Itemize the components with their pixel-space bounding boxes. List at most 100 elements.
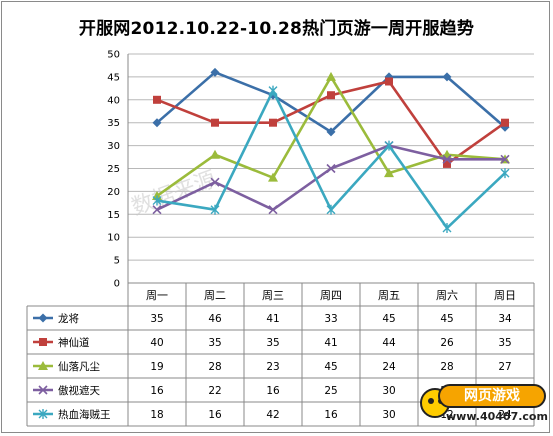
series-3-data-label: 19 <box>150 361 163 373</box>
y-tick-label: 25 <box>107 164 120 175</box>
series-5-point <box>152 195 162 206</box>
series-3-point <box>384 168 394 178</box>
y-tick-label: 45 <box>107 72 120 83</box>
series-5-point-shape <box>210 204 220 215</box>
series-1-data-label: 33 <box>324 313 337 325</box>
series-1-point-shape <box>210 67 220 77</box>
series-4-point-shape <box>152 205 162 215</box>
series-2-data-label: 40 <box>150 337 163 349</box>
series-2-point-shape <box>211 118 219 127</box>
series-5-point-shape <box>268 85 278 96</box>
site-logo: 网页游戏 www.40407.com <box>418 380 550 432</box>
series-1-point-shape <box>326 127 336 137</box>
series-3-point-shape <box>268 172 278 182</box>
series-1-point <box>326 127 336 137</box>
series-2-data-label: 35 <box>266 337 279 349</box>
series-4-point-shape <box>442 154 452 164</box>
series-1-data-label: 41 <box>266 313 279 325</box>
series-1-legend-marker <box>38 313 48 323</box>
series-5-legend-marker <box>38 409 48 419</box>
series-4-data-label: 16 <box>150 385 164 397</box>
series-5-data-label: 16 <box>208 409 222 421</box>
series-4-point-shape <box>268 205 278 215</box>
series-1-point-shape <box>152 118 162 128</box>
series-5-legend-label: 热血海贼王 <box>58 408 111 421</box>
series-5-point-shape <box>152 195 162 206</box>
y-tick-label: 15 <box>107 210 120 221</box>
series-1-legend-label: 龙将 <box>58 312 79 325</box>
series-5-legend-marker-shape <box>38 409 48 419</box>
series-2-legend-marker <box>39 338 47 346</box>
series-5-point-shape <box>500 168 510 179</box>
series-4-data-label: 25 <box>324 385 337 397</box>
series-3-point <box>210 149 220 159</box>
series-3-point <box>268 172 278 182</box>
series-4-legend-marker <box>38 385 48 395</box>
series-3-point-shape <box>384 168 394 178</box>
watermark: 数据来源 <box>129 167 220 221</box>
logo-badge: 网页游戏 <box>438 384 546 408</box>
series-2-point <box>269 118 277 127</box>
series-5-point <box>442 223 452 234</box>
series-4-point <box>268 205 278 215</box>
series-5-point <box>268 85 278 96</box>
series-5-data-label: 30 <box>382 409 395 421</box>
series-3-data-label: 28 <box>440 361 453 373</box>
series-2-data-label: 35 <box>208 337 221 349</box>
series-5-point <box>500 168 510 179</box>
series-1-point <box>442 72 452 82</box>
x-tick-label: 周二 <box>204 289 226 302</box>
series-3-legend-label: 仙落凡尘 <box>58 360 100 373</box>
x-tick-label: 周三 <box>262 289 284 302</box>
series-4-point <box>442 154 452 164</box>
series-2-point-shape <box>501 118 509 127</box>
series-1-data-label: 35 <box>150 313 163 325</box>
series-5-point <box>210 204 220 215</box>
series-2-point <box>385 77 393 86</box>
series-2-legend-label: 神仙道 <box>58 336 90 349</box>
series-2-point <box>211 118 219 127</box>
series-2-point-shape <box>327 91 335 100</box>
series-1-data-label: 46 <box>208 313 222 325</box>
series-5-point <box>384 140 394 151</box>
series-4-point <box>210 177 220 187</box>
series-5-point-shape <box>384 140 394 151</box>
series-3-legend-marker-shape <box>38 361 48 370</box>
y-tick-label: 20 <box>107 187 120 198</box>
series-4-data-label: 22 <box>208 385 221 397</box>
x-tick-label: 周四 <box>320 289 342 302</box>
series-3-data-label: 24 <box>382 361 396 373</box>
series-2-point-shape <box>443 159 451 168</box>
series-5-point-shape <box>326 204 336 215</box>
series-3-point-shape <box>326 71 336 81</box>
x-tick-label: 周日 <box>494 289 516 302</box>
series-1-data-label: 34 <box>498 313 512 325</box>
series-5-data-label: 18 <box>150 409 163 421</box>
series-4-point <box>152 205 162 215</box>
series-3-data-label: 45 <box>324 361 337 373</box>
series-3-point-shape <box>210 149 220 159</box>
y-tick-label: 30 <box>107 141 120 152</box>
series-3-legend-marker <box>38 361 48 370</box>
series-4-point-shape <box>326 163 336 174</box>
logo-url: www.40407.com <box>446 410 548 423</box>
series-3-data-label: 23 <box>266 361 279 373</box>
series-3-point <box>326 71 336 81</box>
series-5-point <box>326 204 336 215</box>
series-2-point-shape <box>385 77 393 86</box>
series-4-point <box>326 163 336 174</box>
series-1-data-label: 45 <box>440 313 453 325</box>
series-5-data-label: 24 <box>498 409 512 421</box>
y-tick-label: 40 <box>107 95 120 106</box>
series-3-data-label: 28 <box>208 361 221 373</box>
y-tick-label: 5 <box>114 256 120 267</box>
series-2-point <box>443 159 451 168</box>
series-2-point <box>153 95 161 104</box>
series-4-point-shape <box>210 177 220 187</box>
series-3-data-label: 27 <box>498 361 511 373</box>
series-2-data-label: 26 <box>440 337 454 349</box>
series-2-legend-marker-shape <box>39 338 47 346</box>
series-4-data-label: 30 <box>382 385 395 397</box>
y-tick-label: 10 <box>107 233 120 244</box>
x-tick-label: 周六 <box>436 289 458 302</box>
